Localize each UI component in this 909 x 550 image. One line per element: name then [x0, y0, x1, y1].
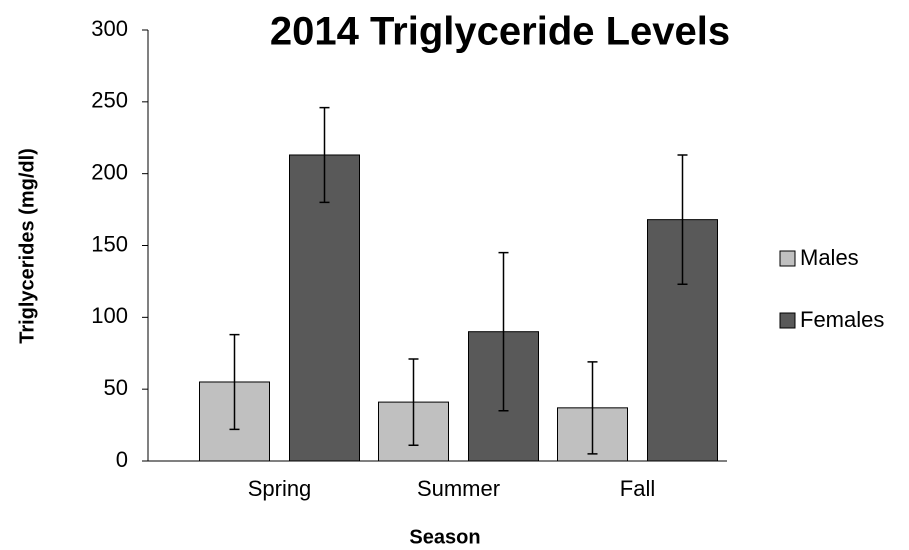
legend-swatch: [779, 312, 796, 329]
y-tick-label: 50: [104, 375, 128, 400]
x-tick-label: Fall: [620, 476, 655, 501]
y-tick-label: 100: [91, 303, 128, 328]
legend-swatch: [779, 250, 796, 267]
error-bar: [319, 106, 330, 204]
chart-title: 2014 Triglyceride Levels: [270, 10, 730, 54]
error-bar: [408, 358, 419, 446]
x-tick-label: Spring: [248, 476, 312, 501]
x-tick-label: Summer: [417, 476, 500, 501]
y-tick-label: 0: [116, 447, 128, 472]
y-tick-label: 150: [91, 231, 128, 256]
y-tick-label: 250: [91, 88, 128, 113]
error-bar: [498, 251, 509, 412]
y-axis-label: Triglycerides (mg/dl): [16, 148, 38, 344]
bar: [289, 154, 360, 462]
y-tick-label: 200: [91, 159, 128, 184]
legend-label: Males: [800, 245, 859, 270]
legend-label: Females: [800, 307, 884, 332]
error-bar: [587, 361, 598, 455]
x-axis-label: Season: [409, 526, 480, 548]
y-tick-label: 300: [91, 16, 128, 41]
error-bar: [677, 154, 688, 286]
error-bar: [229, 333, 240, 431]
